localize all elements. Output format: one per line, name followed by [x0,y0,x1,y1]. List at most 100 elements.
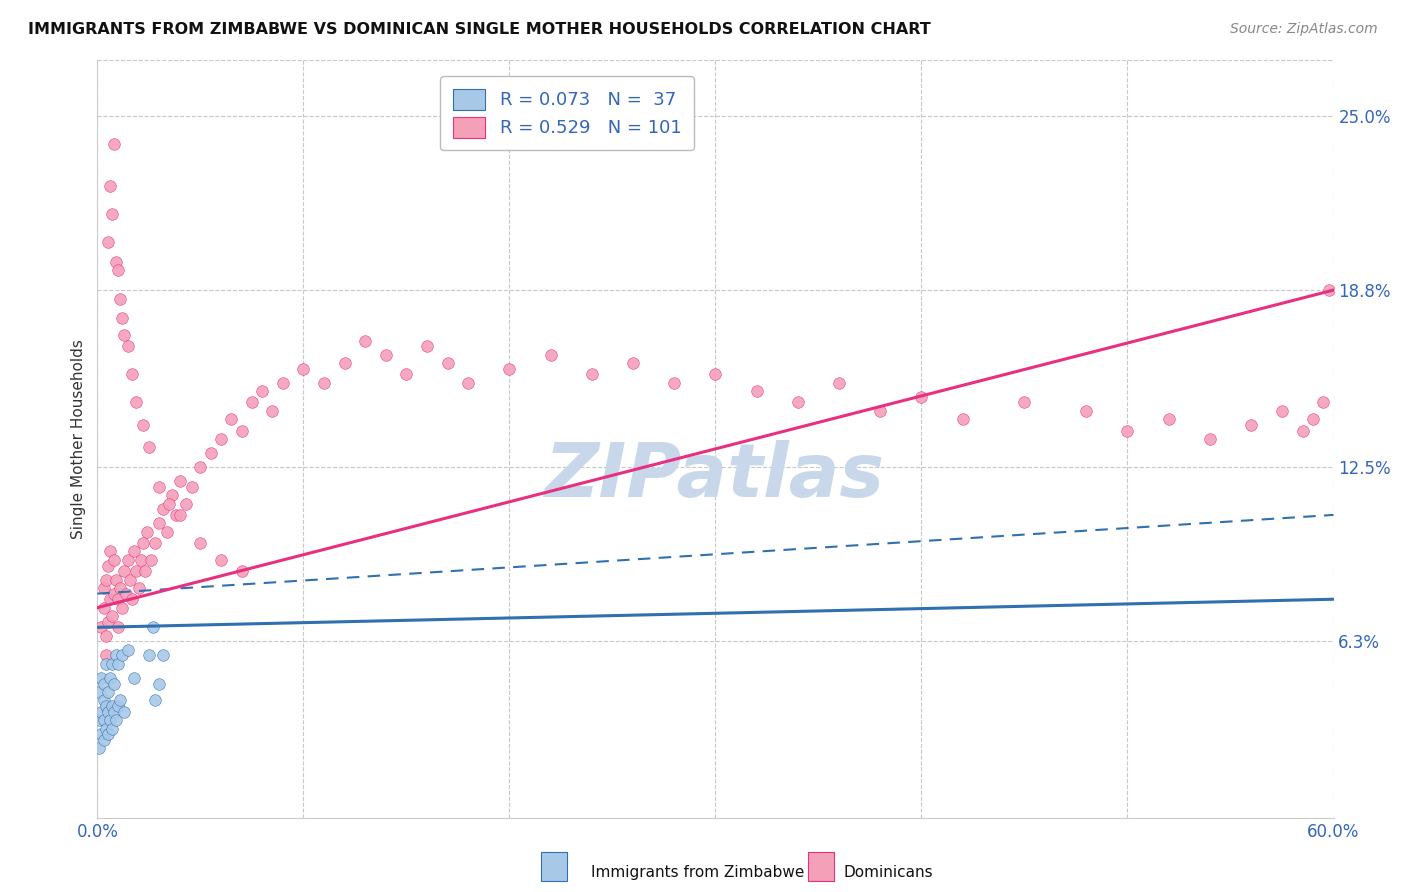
Point [219,412,242,426]
Point [124,671,146,685]
Point [117,553,139,567]
Point [89,685,111,699]
Point [374,348,396,362]
Point [125,564,148,578]
Point [93,693,115,707]
Point [104,573,127,587]
Point [231,424,253,438]
Point [250,384,273,399]
Text: Immigrants from Zimbabwe: Immigrants from Zimbabwe [591,865,804,880]
Point [581,368,603,382]
Point [94,648,117,663]
Point [112,328,135,343]
Point [828,376,851,390]
Point [90,671,112,685]
Point [125,395,148,409]
Point [97,727,120,741]
Point [115,586,138,600]
Point [1240,417,1263,432]
Point [104,255,127,269]
Point [94,629,117,643]
Point [107,699,129,714]
Point [1014,395,1036,409]
Point [93,732,115,747]
Point [138,648,160,663]
Point [103,586,125,600]
Point [135,524,157,539]
Point [103,136,125,151]
Point [111,311,134,326]
Point [621,356,644,370]
Point [103,705,125,719]
Point [93,581,115,595]
Point [98,179,121,194]
Point [112,564,135,578]
Point [143,693,166,707]
Text: ZIPatlas: ZIPatlas [546,441,886,514]
Point [131,417,153,432]
Point [90,727,112,741]
Point [333,356,356,370]
Point [104,713,127,727]
Point [354,334,377,348]
Point [120,573,142,587]
Point [97,558,120,573]
Point [103,553,125,567]
Point [94,657,117,671]
Point [786,395,808,409]
Point [148,480,170,494]
Point [271,376,294,390]
Point [231,564,253,578]
Point [240,395,263,409]
Point [94,722,117,736]
Point [90,620,112,634]
Point [1291,424,1313,438]
Point [169,474,191,488]
Point [98,671,121,685]
Point [1076,404,1098,418]
Point [129,553,152,567]
Point [1157,412,1180,426]
Point [312,376,335,390]
Point [100,657,122,671]
Point [131,536,153,550]
Point [98,713,121,727]
Point [97,615,120,629]
Point [745,384,768,399]
Point [98,592,121,607]
Point [104,648,127,663]
Text: Source: ZipAtlas.com: Source: ZipAtlas.com [1230,22,1378,37]
Point [292,361,315,376]
Point [90,705,112,719]
Point [152,648,174,663]
Point [174,497,197,511]
Point [134,564,156,578]
Point [457,376,479,390]
Point [97,705,120,719]
Point [910,390,932,404]
Point [111,600,134,615]
Point [869,404,891,418]
Point [704,368,727,382]
Point [117,643,139,657]
Point [107,263,129,277]
Point [498,361,520,376]
Point [1302,412,1324,426]
Point [107,657,129,671]
Point [159,497,181,511]
Point [152,502,174,516]
Point [395,368,418,382]
Point [103,676,125,690]
Point [181,480,204,494]
Point [436,356,458,370]
Point [100,609,122,624]
Point [209,553,232,567]
Point [156,524,179,539]
Y-axis label: Single Mother Households: Single Mother Households [72,339,86,539]
Point [952,412,974,426]
Point [148,516,170,531]
Point [93,676,115,690]
Point [165,508,187,522]
Point [1271,404,1294,418]
Point [169,508,191,522]
